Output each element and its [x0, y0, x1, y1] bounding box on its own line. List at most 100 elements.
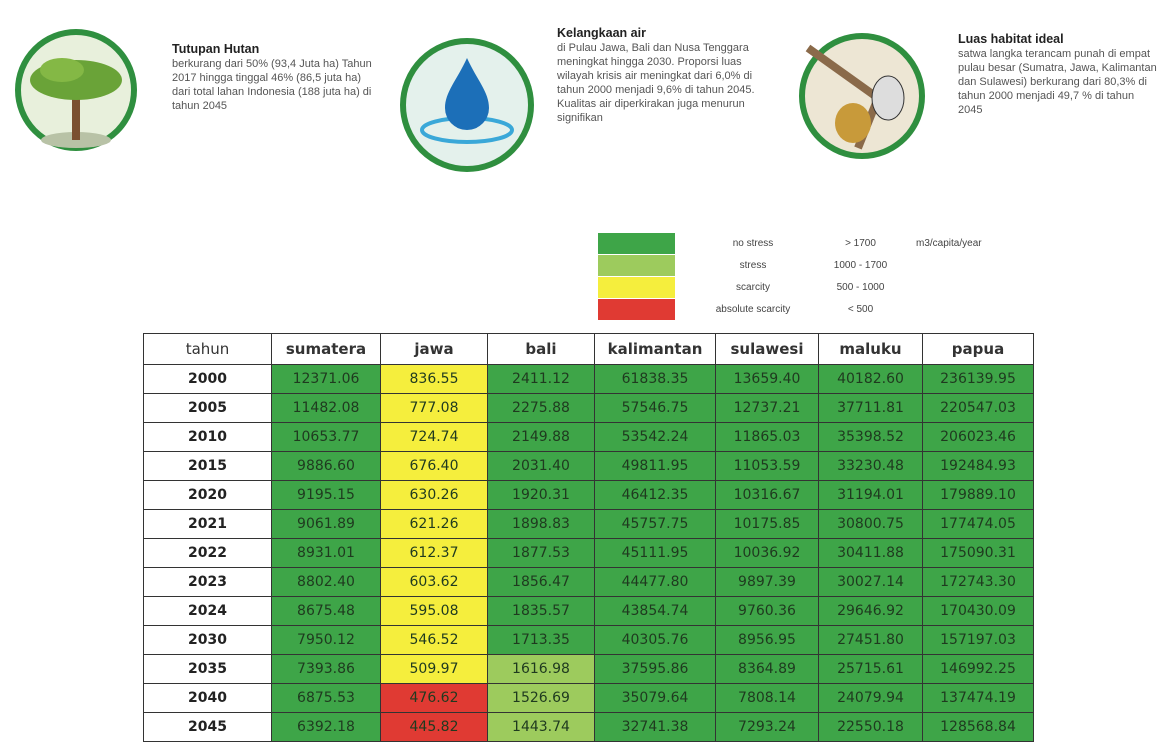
info-text: satwa langka terancam punah di empat pul…	[958, 47, 1158, 117]
year-cell: 2040	[144, 684, 272, 713]
table-cell: 30411.88	[819, 539, 923, 568]
info-block: Tutupan Hutan berkurang dari 50% (93,4 J…	[172, 42, 372, 113]
table-cell: 24079.94	[819, 684, 923, 713]
table-cell: 49811.95	[595, 452, 716, 481]
table-cell: 1526.69	[488, 684, 595, 713]
legend-row: absolute scarcity< 500	[598, 299, 1038, 321]
table-cell: 836.55	[381, 365, 488, 394]
table-row: 200012371.06836.552411.1261838.3513659.4…	[144, 365, 1034, 394]
table-cell: 53542.24	[595, 423, 716, 452]
table-cell: 9195.15	[272, 481, 381, 510]
legend-range: 500 - 1000	[818, 282, 903, 293]
table-cell: 33230.48	[819, 452, 923, 481]
table-cell: 2411.12	[488, 365, 595, 394]
table-row: 20307950.12546.521713.3540305.768956.952…	[144, 626, 1034, 655]
info-block: Kelangkaan air di Pulau Jawa, Bali dan N…	[557, 26, 762, 125]
table-cell: 30800.75	[819, 510, 923, 539]
table-cell: 30027.14	[819, 568, 923, 597]
table-cell: 10036.92	[716, 539, 819, 568]
table-cell: 630.26	[381, 481, 488, 510]
table-cell: 724.74	[381, 423, 488, 452]
habitat-icon	[798, 28, 928, 168]
column-header: maluku	[819, 334, 923, 365]
table-cell: 37711.81	[819, 394, 923, 423]
table-cell: 146992.25	[923, 655, 1034, 684]
table-cell: 35398.52	[819, 423, 923, 452]
table-cell: 1877.53	[488, 539, 595, 568]
table-cell: 9897.39	[716, 568, 819, 597]
table-cell: 9061.89	[272, 510, 381, 539]
table-cell: 37595.86	[595, 655, 716, 684]
table-row: 201010653.77724.742149.8853542.2411865.0…	[144, 423, 1034, 452]
table-cell: 172743.30	[923, 568, 1034, 597]
year-cell: 2023	[144, 568, 272, 597]
table-cell: 177474.05	[923, 510, 1034, 539]
table-cell: 2275.88	[488, 394, 595, 423]
table-cell: 170430.09	[923, 597, 1034, 626]
table-cell: 1920.31	[488, 481, 595, 510]
legend-row: no stress> 1700m3/capita/year	[598, 233, 1038, 255]
table-row: 20209195.15630.261920.3146412.3510316.67…	[144, 481, 1034, 510]
table-cell: 8675.48	[272, 597, 381, 626]
table-cell: 476.62	[381, 684, 488, 713]
table-cell: 6392.18	[272, 713, 381, 742]
table-cell: 6875.53	[272, 684, 381, 713]
table-cell: 175090.31	[923, 539, 1034, 568]
table-cell: 57546.75	[595, 394, 716, 423]
page: Tutupan Hutan berkurang dari 50% (93,4 J…	[0, 0, 1168, 745]
table-cell: 8931.01	[272, 539, 381, 568]
year-cell: 2030	[144, 626, 272, 655]
table-cell: 7293.24	[716, 713, 819, 742]
table-cell: 676.40	[381, 452, 488, 481]
info-block: Luas habitat ideal satwa langka terancam…	[958, 32, 1158, 117]
table-cell: 61838.35	[595, 365, 716, 394]
table-cell: 1616.98	[488, 655, 595, 684]
year-cell: 2020	[144, 481, 272, 510]
table-cell: 128568.84	[923, 713, 1034, 742]
info-text: di Pulau Jawa, Bali dan Nusa Tenggara me…	[557, 41, 762, 125]
year-cell: 2022	[144, 539, 272, 568]
table-cell: 1898.83	[488, 510, 595, 539]
column-header: sumatera	[272, 334, 381, 365]
info-title: Tutupan Hutan	[172, 42, 372, 56]
table-cell: 31194.01	[819, 481, 923, 510]
table-cell: 621.26	[381, 510, 488, 539]
year-cell: 2045	[144, 713, 272, 742]
info-title: Luas habitat ideal	[958, 32, 1158, 46]
water-icon	[397, 30, 537, 180]
table-cell: 1713.35	[488, 626, 595, 655]
table-cell: 25715.61	[819, 655, 923, 684]
legend-label: scarcity	[688, 282, 818, 293]
year-cell: 2005	[144, 394, 272, 423]
legend-label: no stress	[688, 238, 818, 249]
table-cell: 220547.03	[923, 394, 1034, 423]
legend-range: 1000 - 1700	[818, 260, 903, 271]
table-cell: 1835.57	[488, 597, 595, 626]
table-row: 200511482.08777.082275.8857546.7512737.2…	[144, 394, 1034, 423]
table-cell: 43854.74	[595, 597, 716, 626]
table-cell: 45111.95	[595, 539, 716, 568]
year-cell: 2010	[144, 423, 272, 452]
year-cell: 2035	[144, 655, 272, 684]
table-cell: 595.08	[381, 597, 488, 626]
table-cell: 12371.06	[272, 365, 381, 394]
table-cell: 10175.85	[716, 510, 819, 539]
table-cell: 179889.10	[923, 481, 1034, 510]
table-row: 20238802.40603.621856.4744477.809897.393…	[144, 568, 1034, 597]
legend-swatch	[598, 299, 675, 320]
legend-swatch	[598, 277, 675, 298]
column-header: bali	[488, 334, 595, 365]
column-header: kalimantan	[595, 334, 716, 365]
legend-label: absolute scarcity	[688, 304, 818, 315]
table-cell: 546.52	[381, 626, 488, 655]
forest-icon	[12, 25, 140, 155]
legend-row: scarcity500 - 1000	[598, 277, 1038, 299]
table-cell: 137474.19	[923, 684, 1034, 713]
column-header: jawa	[381, 334, 488, 365]
table-row: 20159886.60676.402031.4049811.9511053.59…	[144, 452, 1034, 481]
table-cell: 1443.74	[488, 713, 595, 742]
table-cell: 236139.95	[923, 365, 1034, 394]
table-row: 20228931.01612.371877.5345111.9510036.92…	[144, 539, 1034, 568]
column-header: sulawesi	[716, 334, 819, 365]
legend-unit: m3/capita/year	[916, 238, 982, 249]
